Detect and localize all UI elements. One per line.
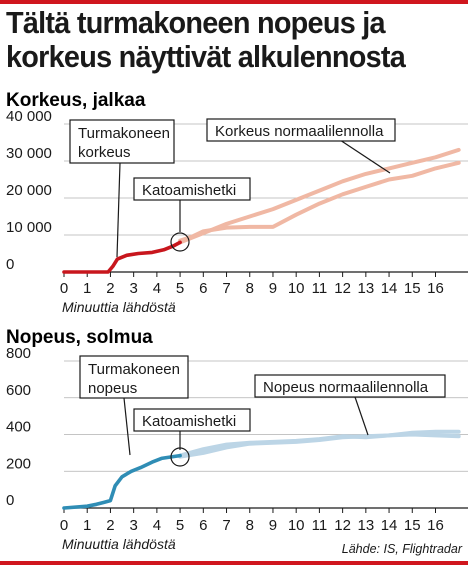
speed-y-tick-200: 200	[6, 455, 31, 472]
callout-crash-altitude: Turmakoneen korkeus	[69, 119, 175, 258]
callout-normal-altitude: Korkeus normaalilennolla	[206, 118, 396, 174]
top-accent-bar	[0, 0, 468, 4]
altitude-y-tick-0: 0	[6, 256, 14, 273]
callout-disappearance-speed-text: Katoamishetki	[142, 413, 236, 430]
speed-x-tick-15: 15	[404, 517, 421, 534]
callout-disappearance-speed: Katoamishetki	[133, 408, 251, 467]
callout-disappearance-altitude-text: Katoamishetki	[142, 182, 236, 199]
callout-normal-speed: Nopeus normaalilennolla	[254, 374, 446, 436]
callout-normal-altitude-box	[206, 118, 396, 142]
headline-line-1: Tältä turmakoneen nopeus ja	[6, 5, 386, 40]
altitude-x-tick-12: 12	[334, 280, 351, 297]
speed-x-tick-7: 7	[222, 517, 230, 534]
speed-series-crash	[62, 453, 182, 510]
altitude-y-tick-10000: 10 000	[6, 219, 52, 236]
speed-series-normal-b	[178, 432, 461, 458]
altitude-y-tick-40000: 40 000	[6, 108, 52, 125]
altitude-series	[62, 147, 461, 274]
altitude-x-tick-0: 0	[60, 280, 68, 297]
speed-y-ticks: 0 200 400 600 800	[6, 345, 31, 509]
speed-x-tick-2: 2	[106, 517, 114, 534]
headline: Tältä turmakoneen nopeus ja korkeus näyt…	[6, 6, 434, 74]
speed-x-tick-8: 8	[246, 517, 254, 534]
disappearance-speed-marker	[170, 447, 190, 467]
altitude-x-ticks: 0 1 2 3 4 5 6 7 8 9 10 11 12 13 14 15 16	[60, 280, 444, 297]
speed-x-tick-11: 11	[312, 517, 328, 534]
callout-crash-altitude-line-2: korkeus	[78, 144, 131, 161]
disappearance-altitude-marker	[170, 232, 190, 252]
speed-x-tick-16: 16	[427, 517, 444, 534]
altitude-x-tick-1: 1	[83, 280, 91, 297]
callout-crash-speed-pointer	[123, 397, 131, 456]
altitude-x-tick-11: 11	[312, 280, 328, 297]
callout-normal-speed-pointer	[354, 396, 369, 436]
altitude-y-tick-20000: 20 000	[6, 182, 52, 199]
source-credit: Lähde: IS, Flightradar	[342, 542, 463, 556]
callout-disappearance-speed-box	[133, 408, 251, 432]
speed-x-tick-5: 5	[176, 517, 184, 534]
speed-x-tick-1: 1	[83, 517, 91, 534]
altitude-y-tick-30000: 30 000	[6, 145, 52, 162]
altitude-chart-title: Korkeus, jalkaa	[6, 90, 146, 111]
callout-disappearance-altitude: Katoamishetki	[133, 177, 251, 252]
callout-normal-speed-text: Nopeus normaalilennolla	[263, 379, 429, 396]
altitude-x-tick-6: 6	[199, 280, 207, 297]
altitude-x-tick-10: 10	[288, 280, 305, 297]
speed-y-tick-400: 400	[6, 419, 31, 436]
speed-x-tick-3: 3	[129, 517, 137, 534]
callout-crash-speed-line-1: Turmakoneen	[88, 361, 180, 378]
speed-y-tick-0: 0	[6, 492, 14, 509]
speed-x-tick-12: 12	[334, 517, 351, 534]
speed-chart-title: Nopeus, solmua	[6, 327, 153, 348]
altitude-series-normal-b	[178, 147, 461, 245]
speed-x-axis-label: Minuuttia lähdöstä	[62, 536, 176, 552]
altitude-x-tick-4: 4	[153, 280, 161, 297]
altitude-x-tick-3: 3	[129, 280, 137, 297]
altitude-x-axis-label: Minuuttia lähdöstä	[62, 299, 176, 315]
speed-x-tick-14: 14	[381, 517, 398, 534]
altitude-x-tick-9: 9	[269, 280, 277, 297]
callout-normal-speed-box	[254, 374, 446, 398]
altitude-series-crash	[62, 240, 182, 274]
speed-y-tick-800: 800	[6, 345, 31, 362]
callout-crash-speed-box	[79, 355, 189, 399]
altitude-series-normal-a	[178, 160, 461, 243]
callout-disappearance-altitude-box	[133, 177, 251, 201]
callout-crash-speed-line-2: nopeus	[88, 380, 137, 397]
callout-normal-altitude-pointer	[339, 139, 391, 174]
altitude-x-tick-13: 13	[357, 280, 374, 297]
callout-crash-altitude-pointer	[116, 162, 121, 258]
altitude-x-tick-8: 8	[246, 280, 254, 297]
speed-x-tick-13: 13	[357, 517, 374, 534]
speed-x-tick-9: 9	[269, 517, 277, 534]
callout-crash-altitude-line-1: Turmakoneen	[78, 125, 170, 142]
altitude-x-tick-15: 15	[404, 280, 421, 297]
speed-x-tick-10: 10	[288, 517, 305, 534]
altitude-x-tick-7: 7	[222, 280, 230, 297]
altitude-x-tick-14: 14	[381, 280, 398, 297]
altitude-y-ticks: 0 10 000 20 000 30 000 40 000	[6, 108, 52, 273]
altitude-x-tick-2: 2	[106, 280, 114, 297]
altitude-x-tick-16: 16	[427, 280, 444, 297]
speed-x-tick-6: 6	[199, 517, 207, 534]
altitude-x-tick-5: 5	[176, 280, 184, 297]
speed-y-tick-600: 600	[6, 382, 31, 399]
callout-crash-speed: Turmakoneen nopeus	[79, 355, 189, 456]
headline-line-2: korkeus näyttivät alkulennosta	[6, 39, 406, 74]
callout-normal-altitude-text: Korkeus normaalilennolla	[215, 123, 384, 140]
speed-x-tick-4: 4	[153, 517, 161, 534]
speed-x-ticks: 0 1 2 3 4 5 6 7 8 9 10 11 12 13 14 15 16	[60, 517, 444, 534]
bottom-accent-bar	[0, 561, 468, 565]
callout-crash-altitude-box	[69, 119, 175, 164]
altitude-chart: Korkeus, jalkaa 0 10 000 20 000 30 000 40 00…	[6, 90, 468, 315]
speed-series	[62, 429, 461, 510]
speed-x-tick-0: 0	[60, 517, 68, 534]
